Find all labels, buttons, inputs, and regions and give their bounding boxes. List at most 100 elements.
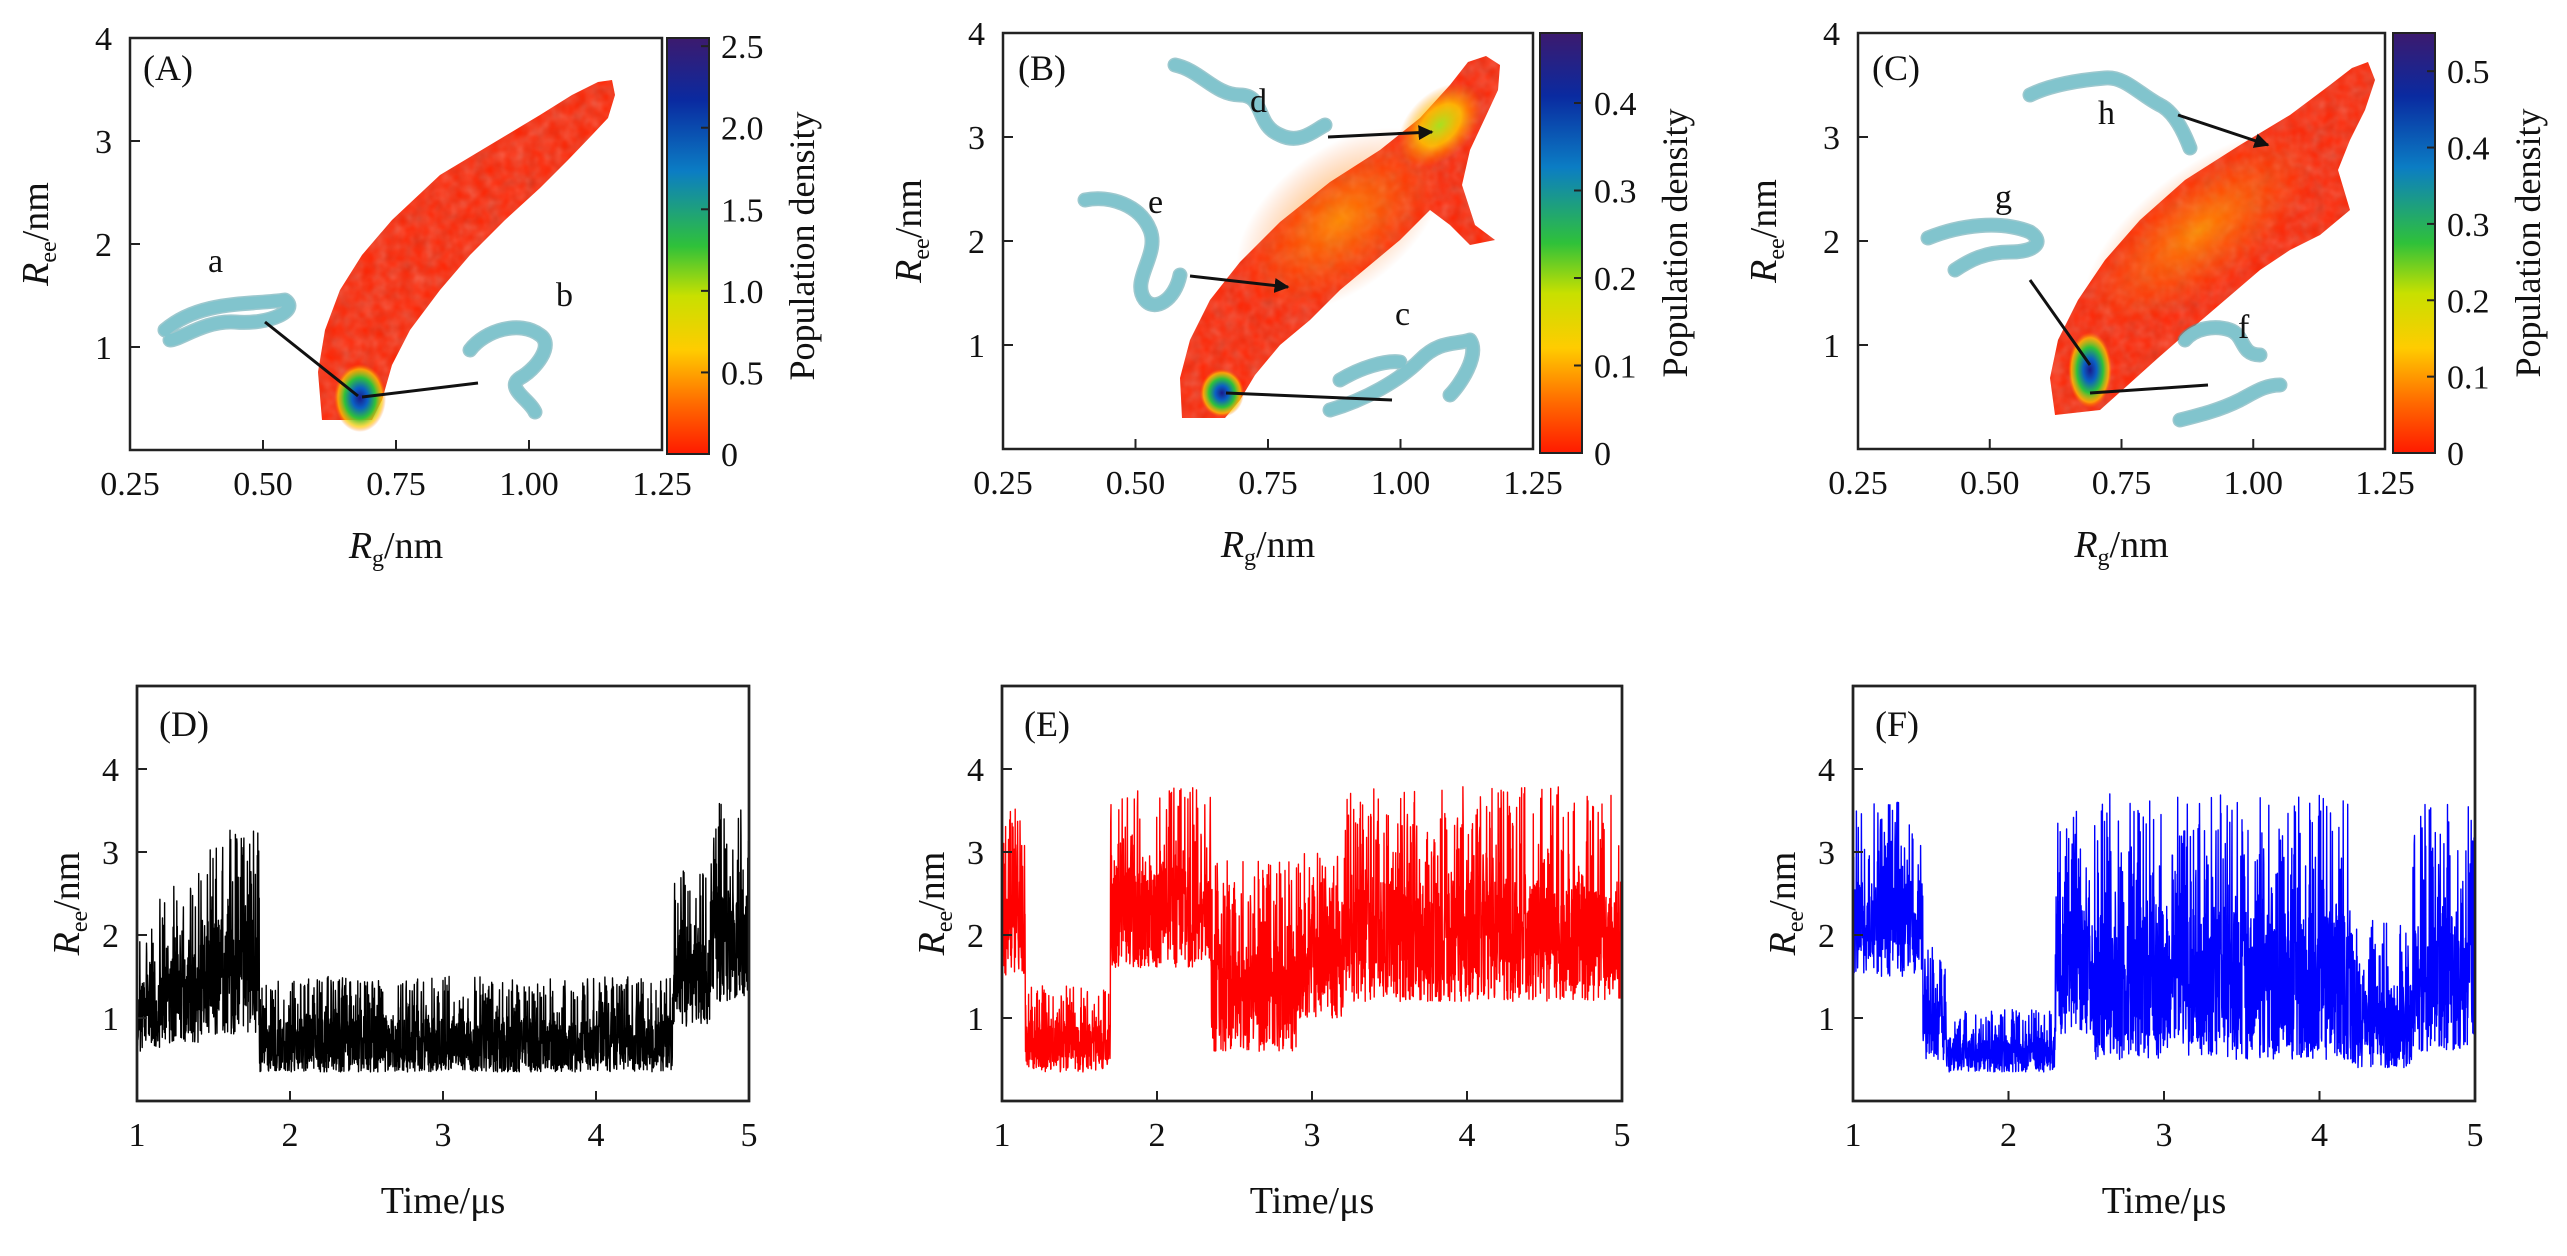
y-tick-label: 4 xyxy=(967,752,984,789)
panel-B-arrow-c xyxy=(1225,391,1393,402)
panel-B-arrow-e xyxy=(1189,274,1290,293)
panel-B-protein-e xyxy=(1077,191,1188,313)
panel-A-colorbar: 0 0.5 1.0 1.5 2.0 2.5 Population density xyxy=(666,29,822,474)
colorbar-tick-label: 0 xyxy=(721,437,738,474)
x-tick-label: 0.50 xyxy=(1106,465,1166,502)
x-tick-label: 3 xyxy=(435,1117,452,1154)
panel-E-frame-top xyxy=(1000,684,1624,1103)
panel-E-label: (E) xyxy=(1024,704,1070,744)
x-tick-label: 1.00 xyxy=(499,466,559,503)
colorbar-tick-label: 0.4 xyxy=(1594,86,1637,123)
colorbar-tick-label: 1.0 xyxy=(721,274,764,311)
panel-C-warm-zone xyxy=(2083,131,2317,329)
x-tick-label: 1 xyxy=(994,1117,1011,1154)
panel-F-frame-top xyxy=(1851,684,2477,1103)
panel-E-trace xyxy=(1001,786,1623,1073)
colorbar-tick-label: 0.1 xyxy=(1594,349,1637,386)
y-tick-label: 4 xyxy=(968,16,985,53)
panel-F-axes: (F) 1 2 3 4 5 1 2 3 4 Time/μs Ree/nm xyxy=(1762,684,2484,1222)
colorbar-tick-label: 2.0 xyxy=(721,111,764,148)
panel-B-density xyxy=(1180,56,1500,418)
colorbar-tick-label: 0.5 xyxy=(2447,54,2490,91)
colorbar-tick-label: 0.5 xyxy=(721,355,764,392)
panel-A-protein-b xyxy=(462,320,553,420)
x-tick-label: 1 xyxy=(1845,1117,1862,1154)
panel-B-y-axis-label-subscript: ee xyxy=(909,238,935,259)
panel-C-x-axis-label-subscript: g xyxy=(2098,545,2110,571)
y-tick-label: 2 xyxy=(95,227,112,264)
panel-C-x-axis-label: Rg/nm xyxy=(2073,524,2168,571)
panel-B-arrow-d xyxy=(1327,125,1434,141)
panel-C-arrow-g xyxy=(2028,279,2092,366)
panel-F-y-axis-label-unit: /nm xyxy=(1762,852,1804,911)
x-tick-label: 0.75 xyxy=(1238,465,1298,502)
panel-F-label: (F) xyxy=(1875,704,1919,744)
panel-C-x-axis-label-symbol: R xyxy=(2073,524,2097,566)
panel-D-y-axis-label-symbol: R xyxy=(46,932,88,956)
panel-E-y-axis-label-symbol: R xyxy=(911,932,953,956)
panel-D-frame-top xyxy=(135,684,751,1103)
state-label-f: f xyxy=(2238,309,2250,346)
y-tick-label: 4 xyxy=(1818,752,1835,789)
colorbar-tick-label: 0.3 xyxy=(1594,174,1637,211)
panel-B-x-axis-label-subscript: g xyxy=(1244,545,1256,571)
panel-E-x-axis-label: Time/μs xyxy=(1250,1180,1375,1222)
panel-A: a b xyxy=(128,36,664,452)
y-tick-label: 1 xyxy=(967,1001,984,1038)
colorbar-tick-label: 0.4 xyxy=(2447,131,2490,168)
y-tick-label: 3 xyxy=(967,835,984,872)
y-tick-label: 2 xyxy=(102,918,119,955)
y-tick-label: 2 xyxy=(1818,918,1835,955)
panel-C-arrow-f xyxy=(2089,383,2209,395)
panel-A-y-axis-label-unit: /nm xyxy=(15,182,57,241)
panel-F-x-axis-label: Time/μs xyxy=(2102,1180,2227,1222)
x-tick-label: 3 xyxy=(1304,1117,1321,1154)
panel-A-protein-a xyxy=(157,292,297,348)
panel-C-y-axis-label-unit: /nm xyxy=(1743,179,1785,238)
state-label-g: g xyxy=(1995,179,2012,216)
panel-D-y-axis-label-subscript: ee xyxy=(67,911,93,932)
x-tick-label: 0.25 xyxy=(1828,465,1888,502)
y-tick-label: 3 xyxy=(102,835,119,872)
panel-D-y-axis-label-unit: /nm xyxy=(46,852,88,911)
panel-B-x-axis-label-symbol: R xyxy=(1220,524,1244,566)
y-tick-label: 4 xyxy=(102,752,119,789)
panel-C-protein-f xyxy=(2172,320,2288,428)
x-tick-label: 4 xyxy=(588,1117,605,1154)
colorbar-tick-label: 0.3 xyxy=(2447,207,2490,244)
x-tick-label: 1 xyxy=(129,1117,146,1154)
panel-C-arrow-h xyxy=(2177,113,2270,148)
panel-B-y-axis-label: Ree/nm xyxy=(888,179,935,284)
panel-A-density-texture xyxy=(318,80,615,420)
panel-B-x-axis-label: Rg/nm xyxy=(1220,524,1315,571)
colorbar-tick-label: 0 xyxy=(1594,436,1611,473)
y-tick-label: 1 xyxy=(968,328,985,365)
x-tick-label: 3 xyxy=(2156,1117,2173,1154)
panel-B-peak xyxy=(1200,369,1244,417)
colorbar-tick-label: 0.1 xyxy=(2447,360,2490,397)
x-tick-label: 4 xyxy=(1459,1117,1476,1154)
colorbar-label: Population density xyxy=(782,112,822,381)
panel-A-y-axis-label-subscript: ee xyxy=(36,241,62,262)
colorbar-gradient xyxy=(2392,32,2436,454)
x-tick-label: 0.75 xyxy=(366,466,426,503)
panel-D-trace xyxy=(136,802,750,1073)
panel-C-y-axis-label-subscript: ee xyxy=(1764,238,1790,259)
state-label-e: e xyxy=(1148,184,1163,221)
y-tick-label: 3 xyxy=(1823,120,1840,157)
x-tick-label: 1.25 xyxy=(2355,465,2415,502)
panel-B-warm-zone xyxy=(1236,127,1444,313)
panel-B-y-axis-label-symbol: R xyxy=(888,260,930,284)
panel-C-protein-h xyxy=(2022,70,2198,156)
panel-A-x-axis-label-unit: /nm xyxy=(384,525,443,567)
panel-F-y-axis-label-subscript: ee xyxy=(1783,911,1809,932)
x-tick-label: 0.50 xyxy=(1960,465,2020,502)
panel-F-y-axis-label: Ree/nm xyxy=(1762,852,1809,957)
y-tick-label: 3 xyxy=(95,124,112,161)
panel-D-y-axis-label: Ree/nm xyxy=(46,852,93,957)
y-tick-label: 3 xyxy=(968,120,985,157)
x-tick-label: 5 xyxy=(741,1117,758,1154)
